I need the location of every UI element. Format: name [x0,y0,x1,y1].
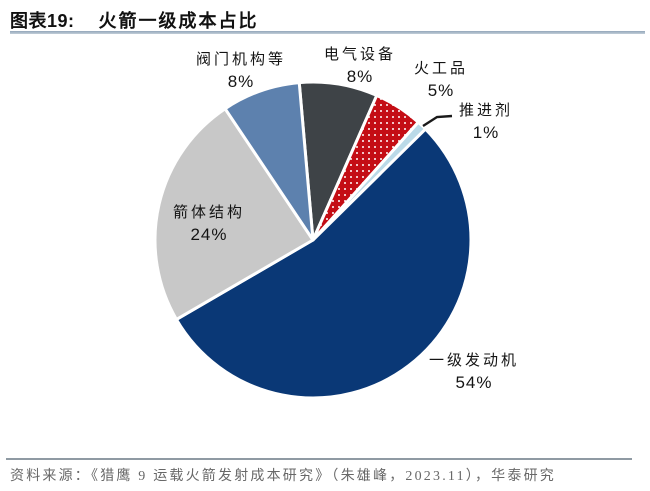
slice-percent: 8% [227,72,255,91]
slice-name: 推进剂 [458,102,514,119]
slice-name: 箭体结构 [172,204,246,221]
slice-name: 火工品 [413,60,469,77]
slice-name: 电气设备 [323,46,397,63]
slice-name: 阀门机构等 [195,51,287,68]
slice-label-valve-mechanisms: 阀门机构等 8% [196,49,286,93]
slice-percent: 54% [455,373,493,392]
footer-divider-rule [6,458,632,460]
source-attribution: 资料来源：《猎鹰 9 运载火箭发射成本研究》（朱雄峰，2023.11），华泰研究 [10,469,556,484]
slice-percent: 8% [346,67,374,86]
slice-label-pyrotechnics: 火工品 5% [414,58,468,102]
title-divider-rule [10,31,645,34]
chart-header: 图表19: 火箭一级成本占比 [10,7,259,33]
figure-number-label: 图表19: [10,11,75,31]
chart-title: 火箭一级成本占比 [98,11,259,31]
slice-label-rocket-body-structure: 箭体结构 24% [173,202,245,246]
propellant-callout-line [422,114,453,128]
slice-percent: 1% [472,123,500,142]
slice-percent: 5% [427,81,455,100]
pie-slice-3 [174,127,473,400]
slice-label-first-stage-engine: 一级发动机 54% [429,350,519,394]
slice-label-electrical-equipment: 电气设备 8% [324,44,396,88]
pie-slice-4 [153,107,315,321]
pie-slice-5 [223,81,315,242]
slice-percent: 24% [190,225,228,244]
slice-name: 一级发动机 [428,352,520,369]
slice-label-propellant: 推进剂 1% [459,100,513,144]
